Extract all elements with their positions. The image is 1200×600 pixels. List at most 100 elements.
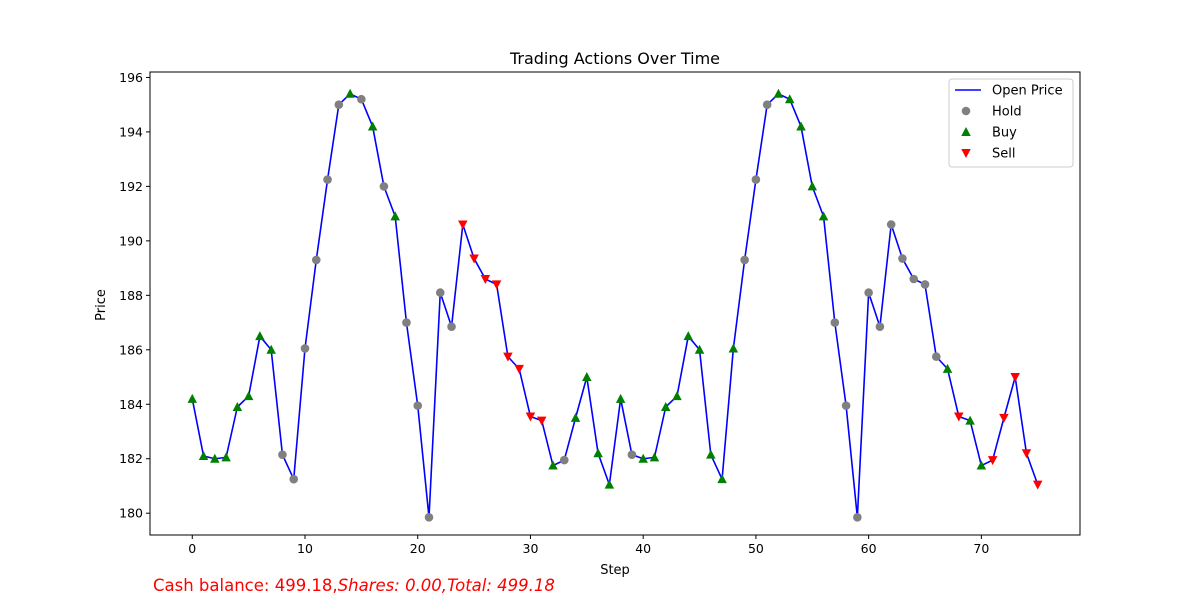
buy-marker bbox=[604, 479, 615, 489]
hold-marker bbox=[424, 512, 434, 522]
buy-marker bbox=[672, 391, 682, 401]
hold-marker bbox=[447, 322, 456, 331]
shares-value: : 0.00, bbox=[394, 576, 448, 595]
hold-marker bbox=[402, 318, 411, 327]
buy-marker bbox=[683, 331, 694, 341]
buy-marker bbox=[728, 343, 739, 353]
buy-marker bbox=[818, 211, 829, 221]
buy-marker bbox=[390, 211, 400, 221]
hold-marker bbox=[740, 255, 749, 265]
buy-marker bbox=[965, 415, 975, 425]
total-label: Total bbox=[447, 576, 487, 595]
x-tick-label: 30 bbox=[523, 541, 539, 556]
buy-marker bbox=[187, 393, 198, 403]
hold-marker bbox=[909, 274, 919, 284]
shares-label: Shares bbox=[337, 576, 395, 595]
cash-balance-text: Cash balance: 499.18, bbox=[153, 576, 338, 595]
hold-marker bbox=[357, 94, 366, 104]
legend-label: Buy bbox=[992, 126, 1017, 141]
buy-marker bbox=[548, 460, 558, 470]
hold-marker bbox=[886, 220, 896, 229]
y-tick-label: 182 bbox=[119, 451, 143, 466]
hold-marker bbox=[853, 512, 862, 522]
buy-marker bbox=[255, 331, 265, 341]
legend-buy-swatch bbox=[961, 127, 971, 136]
hold-marker bbox=[898, 254, 907, 263]
sell-marker bbox=[480, 274, 491, 284]
sell-marker bbox=[503, 352, 513, 362]
buy-marker bbox=[570, 412, 581, 422]
buy-marker bbox=[694, 344, 705, 354]
sell-marker bbox=[1010, 373, 1020, 383]
legend-label: Hold bbox=[992, 105, 1022, 120]
hold-marker bbox=[323, 175, 332, 184]
sell-marker bbox=[491, 280, 502, 290]
sell-marker bbox=[954, 412, 964, 422]
plot-area bbox=[149, 71, 1081, 536]
sell-marker bbox=[1032, 480, 1043, 490]
buy-marker bbox=[942, 363, 953, 373]
y-tick-label: 186 bbox=[119, 342, 143, 357]
plot-frame bbox=[149, 71, 1081, 536]
sell-marker bbox=[469, 254, 479, 264]
hold-marker bbox=[311, 255, 321, 265]
buy-marker bbox=[717, 474, 727, 484]
hold-marker bbox=[875, 322, 885, 331]
y-tick-label: 184 bbox=[119, 397, 143, 412]
x-tick-label: 50 bbox=[748, 541, 764, 556]
legend: Open Price Hold Buy Sell bbox=[948, 78, 1074, 168]
buy-marker bbox=[784, 94, 795, 104]
buy-marker bbox=[221, 452, 231, 462]
sell-marker bbox=[999, 413, 1009, 423]
chart-title: Trading Actions Over Time bbox=[509, 49, 720, 68]
legend-label: Sell bbox=[992, 147, 1015, 162]
buy-marker bbox=[198, 451, 209, 461]
y-tick-label: 180 bbox=[119, 506, 143, 521]
x-tick-label: 10 bbox=[297, 541, 313, 556]
buy-marker bbox=[796, 121, 806, 131]
buy-marker bbox=[345, 88, 355, 98]
buy-marker bbox=[266, 344, 276, 354]
x-tick-label: 70 bbox=[973, 541, 989, 556]
hold-marker bbox=[864, 288, 873, 297]
hold-marker bbox=[278, 450, 287, 459]
y-axis: 180 182 184 186 188 190 192 194 196 bbox=[119, 70, 150, 521]
hold-marker bbox=[751, 175, 761, 184]
buy-marker bbox=[807, 181, 818, 191]
buy-marker bbox=[210, 453, 220, 463]
buy-marker bbox=[367, 121, 378, 131]
y-axis-label: Price bbox=[94, 289, 109, 321]
buy-marker bbox=[649, 452, 660, 462]
legend-box bbox=[948, 78, 1074, 168]
legend-hold-swatch bbox=[961, 106, 971, 116]
legend-sell-swatch bbox=[961, 149, 971, 158]
y-tick-label: 188 bbox=[119, 288, 143, 303]
buy-marker bbox=[976, 460, 987, 470]
hold-marker bbox=[379, 182, 389, 191]
hold-marker bbox=[931, 352, 941, 361]
hold-marker bbox=[762, 100, 772, 109]
buy-marker bbox=[243, 391, 254, 401]
hold-marker bbox=[559, 455, 569, 465]
buy-marker bbox=[638, 453, 648, 463]
hold-marker bbox=[830, 318, 840, 327]
legend-label: Open Price bbox=[992, 84, 1063, 99]
open-price-line bbox=[191, 92, 1039, 519]
y-tick-label: 194 bbox=[119, 124, 143, 139]
y-tick-label: 196 bbox=[119, 70, 143, 85]
hold-marker bbox=[334, 100, 344, 109]
hold-marker bbox=[841, 401, 851, 410]
sell-marker bbox=[1021, 449, 1032, 459]
total-value: : 499.18 bbox=[486, 576, 555, 595]
buy-marker bbox=[582, 372, 592, 382]
hold-marker bbox=[920, 280, 930, 289]
y-tick-label: 190 bbox=[119, 233, 143, 248]
buy-marker bbox=[660, 401, 671, 411]
x-tick-label: 40 bbox=[635, 541, 651, 556]
buy-marker bbox=[232, 401, 243, 411]
buy-marker bbox=[593, 448, 603, 458]
hold-marker bbox=[435, 288, 445, 297]
account-summary: Cash balance: 499.18,Shares: 0.00,Total:… bbox=[153, 576, 555, 595]
x-axis: 0 10 20 30 40 50 60 70 bbox=[188, 535, 989, 556]
sell-marker bbox=[987, 456, 998, 466]
